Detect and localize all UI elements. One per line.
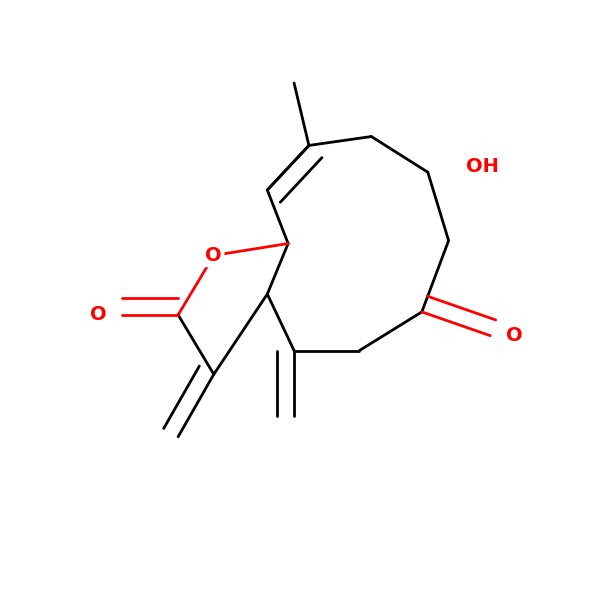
Text: O: O — [506, 326, 523, 345]
Text: OH: OH — [466, 157, 499, 176]
Text: O: O — [89, 305, 106, 325]
Text: O: O — [205, 246, 222, 265]
